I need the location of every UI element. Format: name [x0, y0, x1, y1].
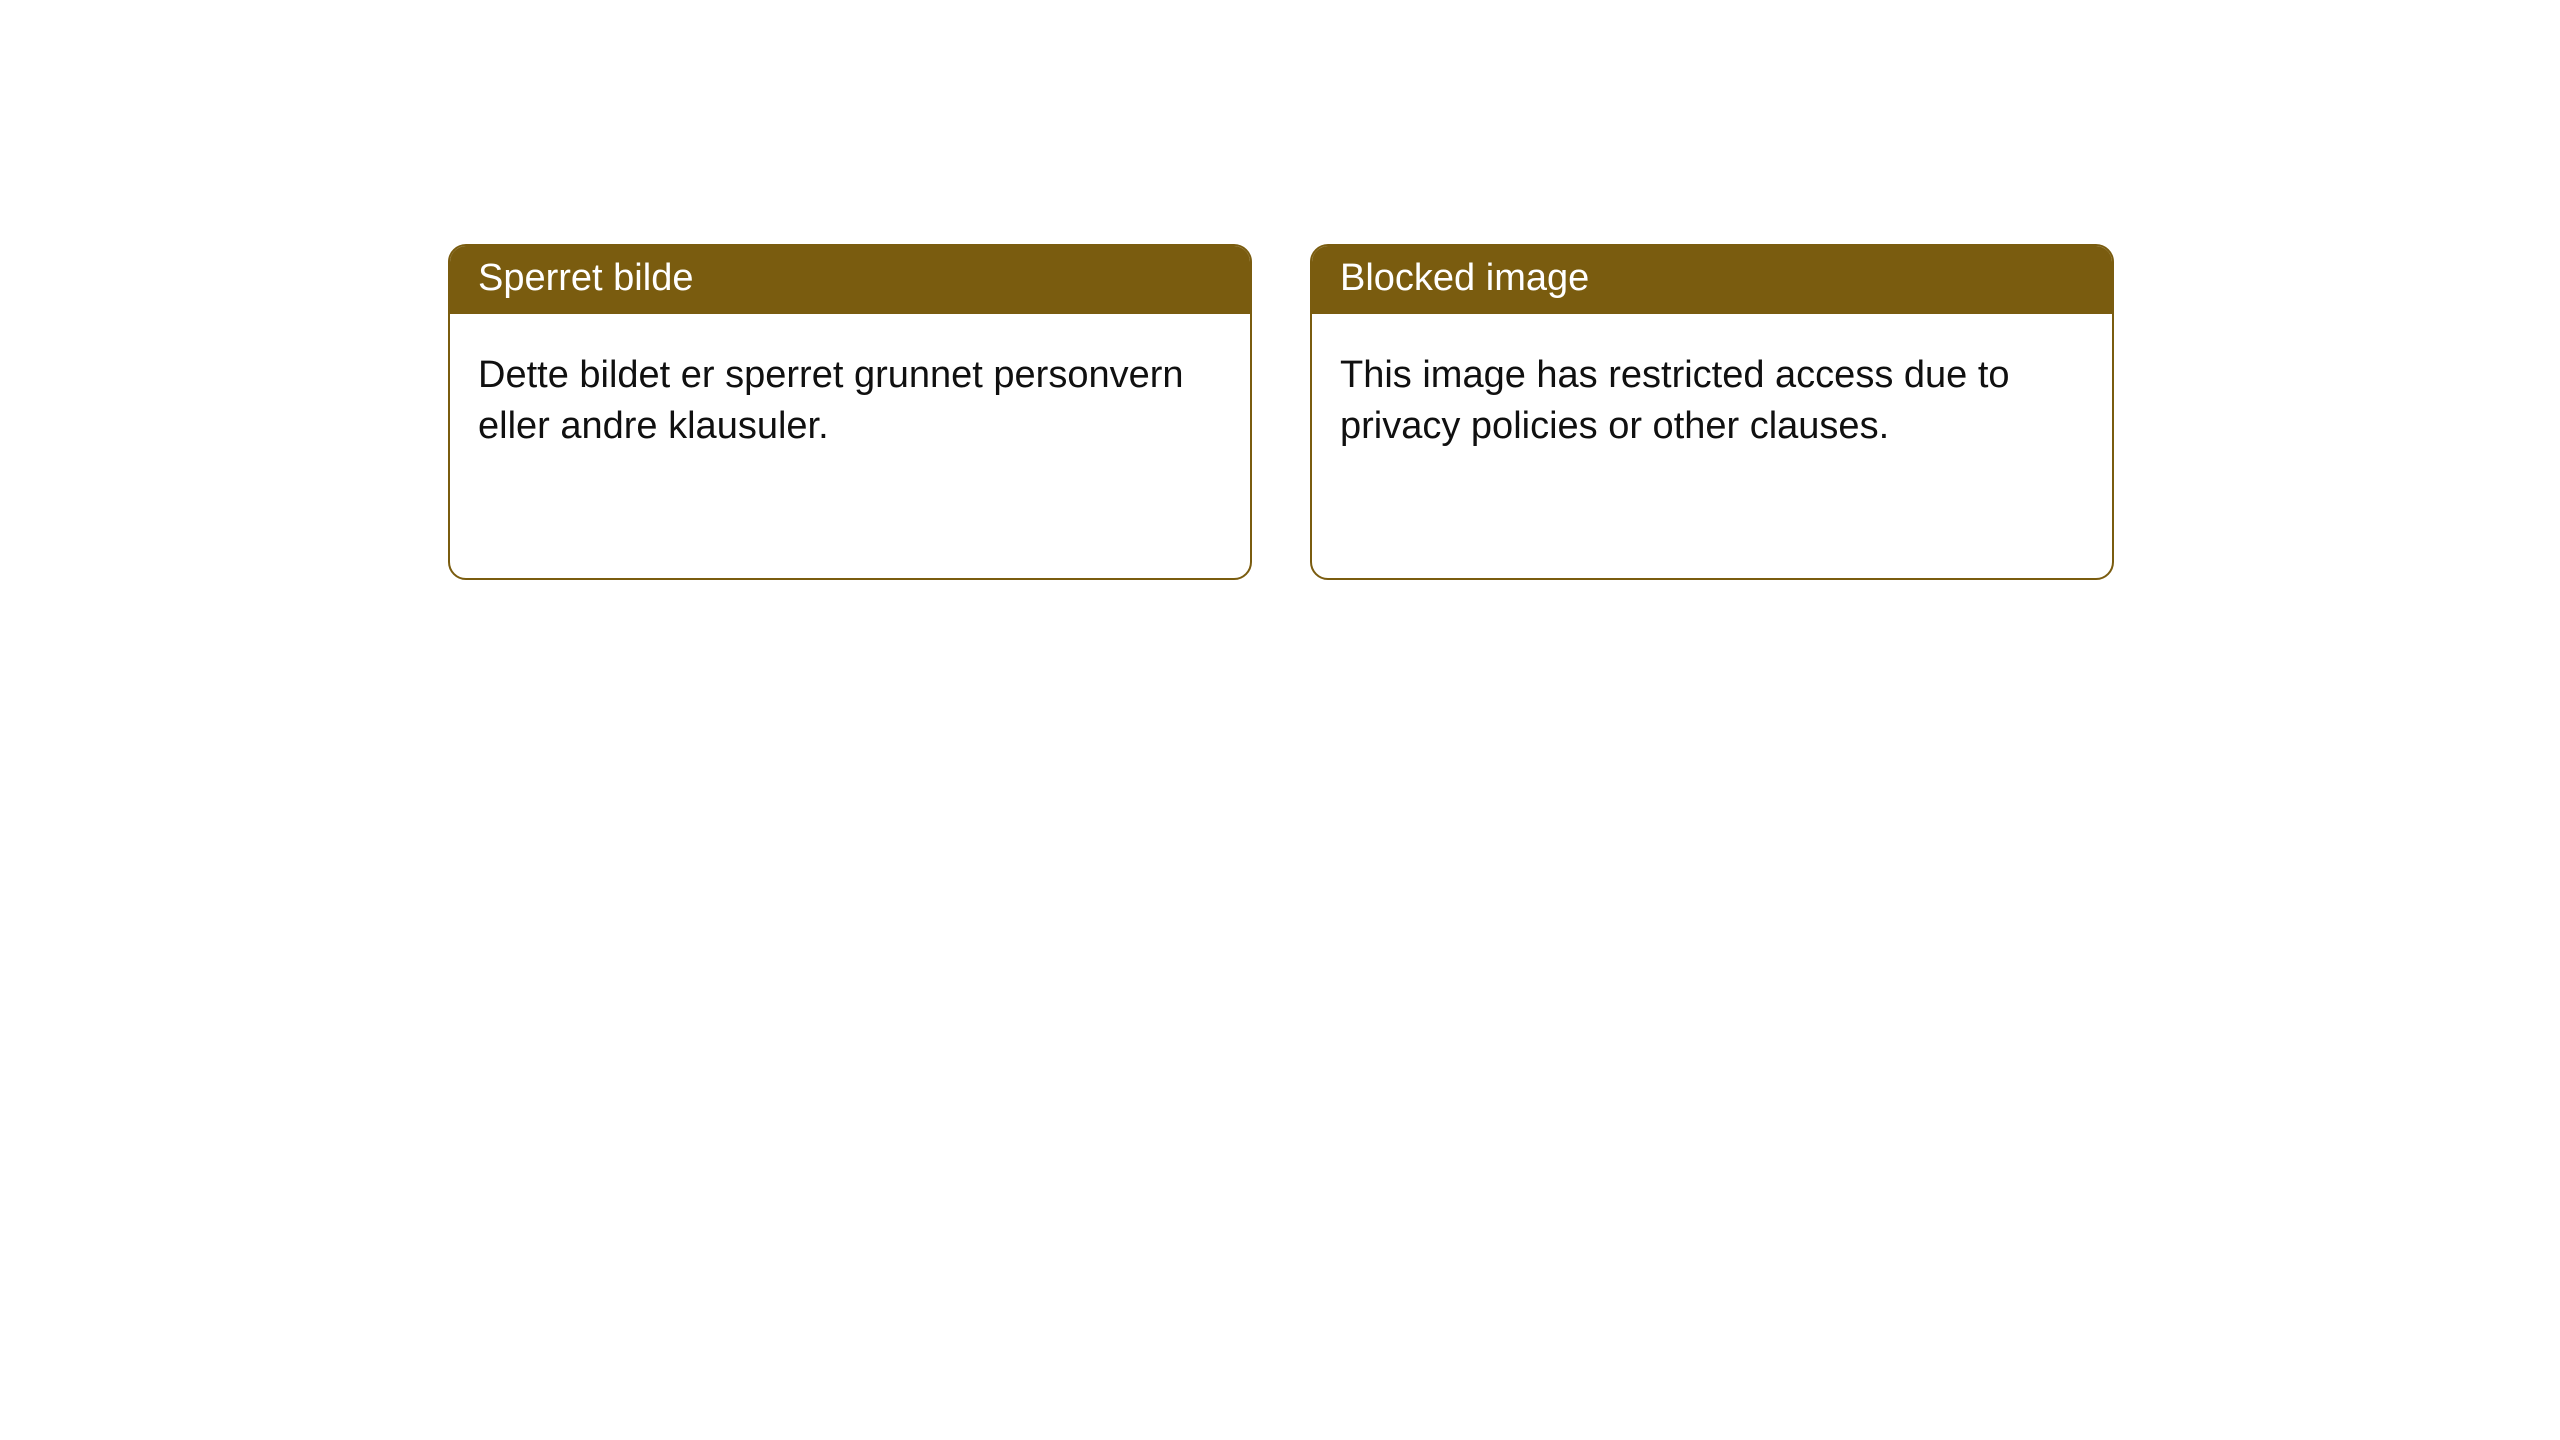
blocked-image-card-english: Blocked image This image has restricted … [1310, 244, 2114, 580]
card-title-norwegian: Sperret bilde [450, 246, 1250, 314]
blocked-image-notice-container: Sperret bilde Dette bildet er sperret gr… [448, 244, 2114, 580]
blocked-image-card-norwegian: Sperret bilde Dette bildet er sperret gr… [448, 244, 1252, 580]
card-body-norwegian: Dette bildet er sperret grunnet personve… [450, 314, 1250, 473]
card-title-english: Blocked image [1312, 246, 2112, 314]
card-body-english: This image has restricted access due to … [1312, 314, 2112, 473]
